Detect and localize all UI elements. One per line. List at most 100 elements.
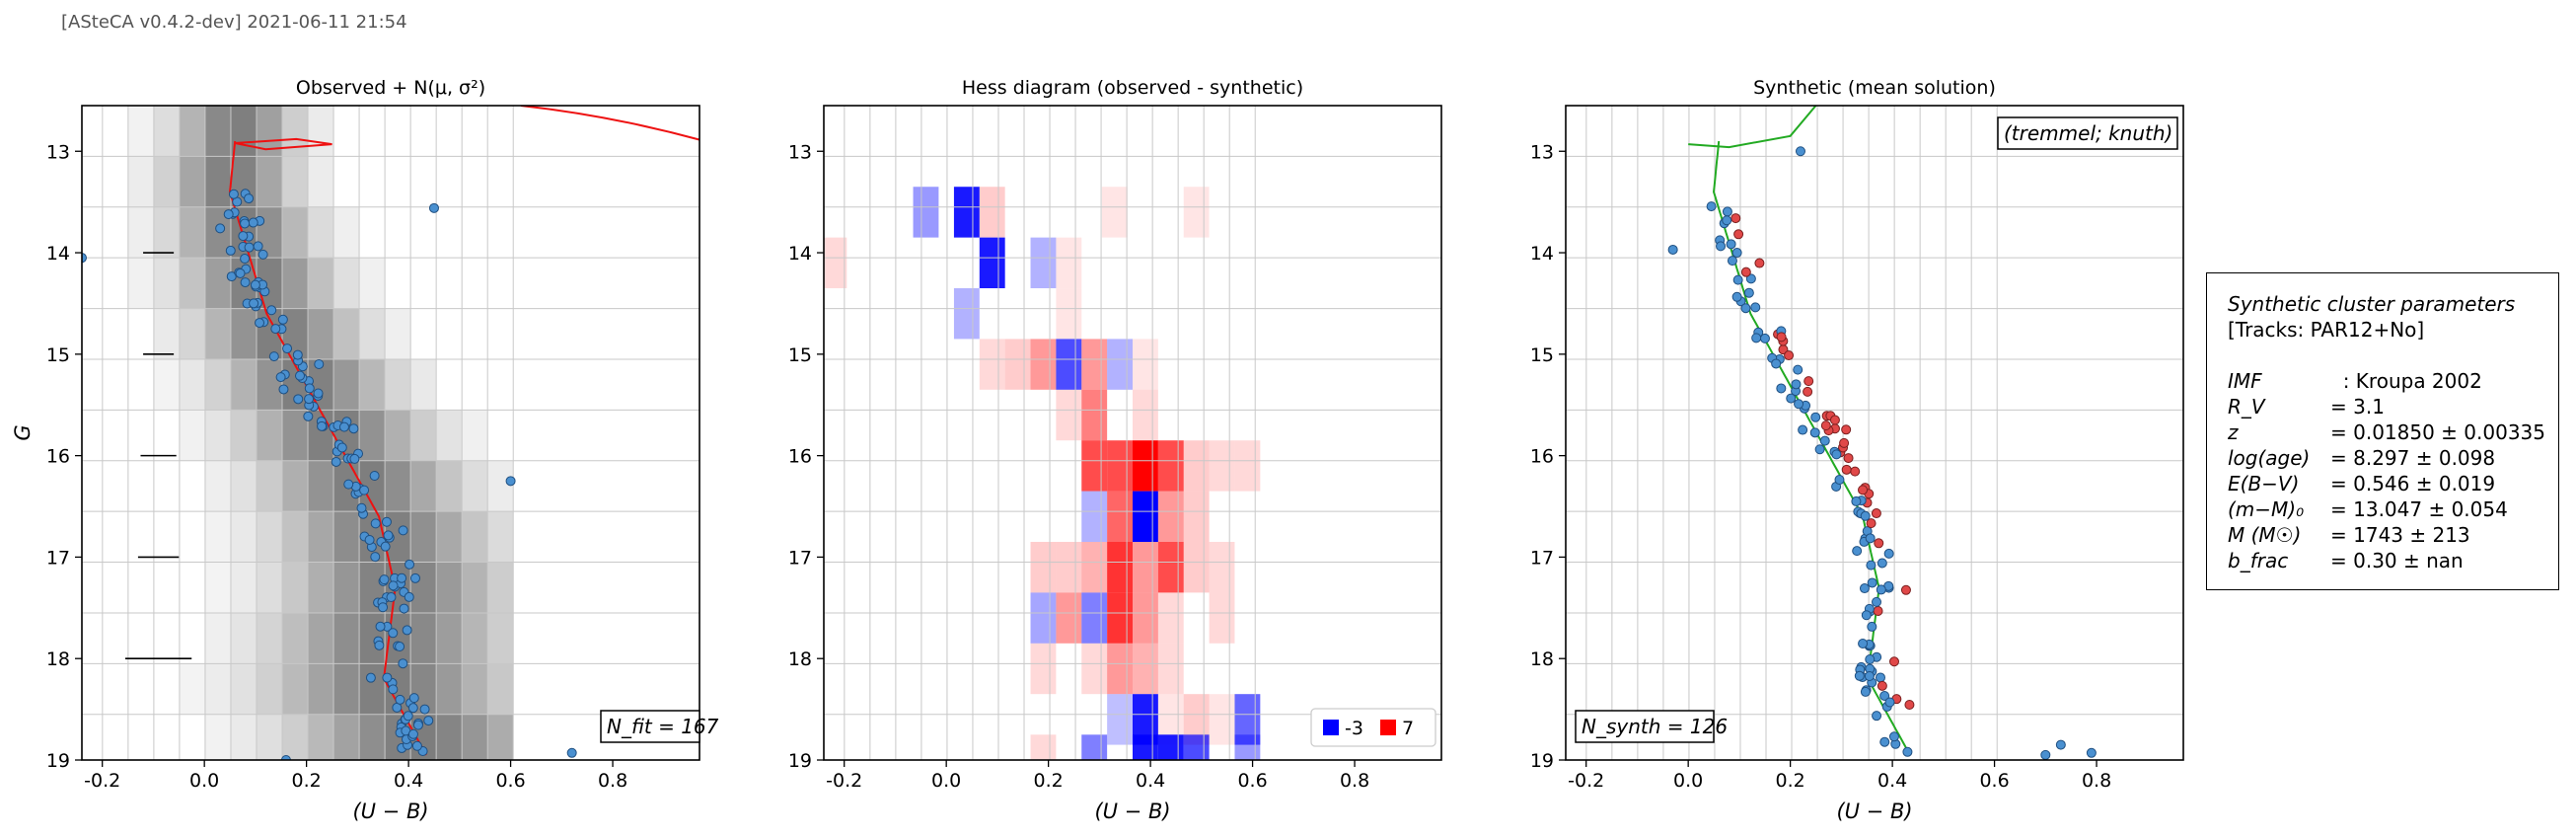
corner-label: (tremmel; knuth) (2004, 121, 2172, 145)
density-cell (282, 460, 309, 512)
hess-cell (1107, 542, 1133, 593)
density-cell (179, 410, 205, 461)
density-cell (410, 358, 437, 411)
hess-panel: -0.2 0.0 0.2 0.4 0.6 0.8 13 14 15 16 17 18 19 Hess di… (788, 77, 1442, 823)
param-value: = 13.047 ± 0.054 (2330, 497, 2508, 521)
density-cell (462, 612, 488, 664)
density-cell (179, 308, 205, 359)
density-cell (153, 106, 180, 157)
binary-point (1803, 376, 1814, 387)
hess-cell (1107, 694, 1133, 745)
data-point (388, 628, 399, 639)
density-cell (333, 511, 360, 563)
single-point (1751, 333, 1762, 343)
density-cell (230, 663, 257, 715)
density-cell (462, 410, 488, 461)
density-cell (256, 511, 283, 563)
x-tick-label: 0.2 (1034, 770, 1064, 792)
density-cell (308, 562, 334, 613)
binary-point (1820, 420, 1831, 431)
data-point (378, 602, 389, 613)
data-point (399, 603, 409, 614)
density-cell (230, 511, 257, 563)
single-point (1798, 424, 1808, 435)
density-cell (359, 663, 386, 715)
hess-cell (1157, 542, 1184, 593)
data-point (336, 442, 347, 453)
x-tick-label: 0.6 (1979, 770, 2009, 792)
data-point (348, 423, 359, 434)
chart-title: Synthetic (mean solution) (1753, 77, 1996, 99)
y-tick-label: 15 (788, 344, 812, 366)
density-cell (308, 714, 334, 760)
single-point (1776, 383, 1787, 394)
hess-cell (1004, 339, 1031, 390)
y-tick-label: 17 (788, 547, 812, 569)
x-axis-label: (U − B) (1094, 800, 1170, 823)
single-point (1786, 393, 1797, 404)
x-tick-label: 0.4 (1877, 770, 1907, 792)
data-point (383, 530, 394, 541)
hess-cell (1030, 542, 1057, 593)
density-cell (256, 460, 283, 512)
hess-cell (1030, 237, 1057, 289)
density-cell (230, 358, 257, 411)
single-point (1872, 596, 1882, 607)
data-point (566, 747, 577, 758)
data-point (275, 372, 286, 383)
data-point (277, 314, 288, 325)
hess-cell (979, 187, 1005, 238)
density-cell (256, 156, 283, 207)
data-point (388, 684, 399, 695)
y-axis-label: G (11, 424, 35, 440)
binary-point (1733, 229, 1744, 240)
hess-cell (1107, 339, 1133, 390)
y-tick-label: 18 (1530, 648, 1554, 670)
hess-cell (1081, 339, 1108, 390)
binary-point (1829, 415, 1840, 425)
x-tick-label: 0.8 (2082, 770, 2111, 792)
param-key: (m−M)₀ (2228, 497, 2305, 521)
single-point (1860, 686, 1871, 697)
data-point (278, 384, 289, 395)
data-point (244, 193, 255, 204)
data-point (397, 572, 407, 583)
density-cell (487, 663, 514, 715)
binary-point (1850, 466, 1861, 477)
single-point (2055, 739, 2066, 750)
data-point (395, 642, 405, 652)
single-point (1860, 510, 1871, 521)
hess-cell (979, 339, 1005, 390)
single-point (1793, 364, 1803, 375)
param-value: = 1743 ± 213 (2330, 523, 2470, 547)
data-point (295, 370, 306, 381)
density-cell (179, 206, 205, 259)
density-cell (308, 106, 334, 157)
density-cell (230, 612, 257, 664)
y-tick-label: 14 (1530, 243, 1554, 265)
density-cell (436, 410, 463, 461)
binary-point (1888, 656, 1899, 667)
param-value: = 8.297 ± 0.098 (2330, 446, 2496, 470)
hess-cell (1081, 542, 1108, 593)
data-point (349, 453, 360, 464)
density-cell (204, 511, 231, 563)
hess-cell (1107, 592, 1133, 644)
hess-cell (1234, 694, 1261, 745)
data-point (380, 541, 391, 552)
hess-cell (1209, 542, 1235, 593)
density-cell (333, 663, 360, 715)
density-cell (487, 562, 514, 613)
param-key: z (2228, 420, 2239, 444)
single-point (2086, 747, 2097, 758)
single-point (1867, 577, 1877, 588)
density-cell (179, 358, 205, 411)
density-cell (385, 460, 411, 512)
single-point (1810, 412, 1821, 422)
hess-cell (1183, 187, 1210, 238)
binary-point (1776, 332, 1787, 343)
data-point (255, 318, 265, 329)
single-point (1745, 273, 1756, 284)
observed-panel: -0.2 0.0 0.2 0.4 0.6 0.8 13 14 15 16 17 18 19 Observe… (11, 77, 719, 823)
y-tick-label: 18 (46, 648, 70, 670)
